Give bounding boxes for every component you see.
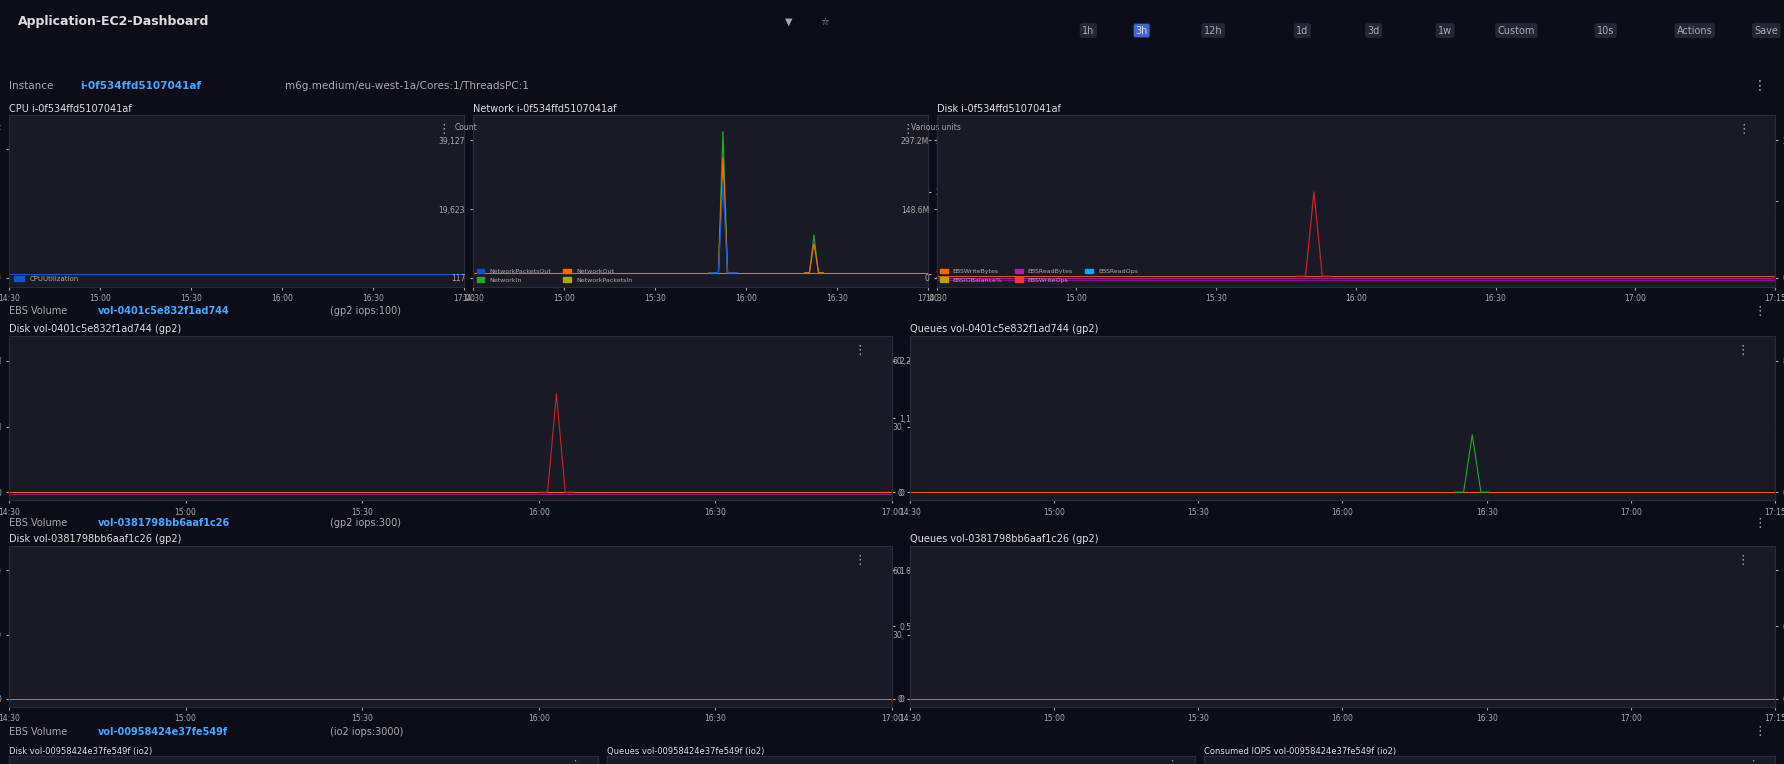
Text: ☆: ☆ [821,16,830,27]
Text: ⋮: ⋮ [1167,759,1177,764]
Text: EBS Volume: EBS Volume [9,518,68,529]
Text: ⋮: ⋮ [853,345,865,358]
Text: Disk vol-0401c5e832f1ad744 (gp2): Disk vol-0401c5e832f1ad744 (gp2) [9,324,182,334]
Text: vol-0401c5e832f1ad744: vol-0401c5e832f1ad744 [98,306,230,316]
Text: ⋮: ⋮ [1736,555,1748,568]
Legend: CPUUtilization: CPUUtilization [12,274,80,283]
Text: Queues vol-0381798bb6aaf1c26 (gp2): Queues vol-0381798bb6aaf1c26 (gp2) [910,534,1099,544]
Text: ⋮: ⋮ [901,123,913,136]
Text: 12h: 12h [1204,25,1222,36]
Text: CPU i-0f534ffd5107041af: CPU i-0f534ffd5107041af [9,104,132,114]
Text: ⋮: ⋮ [1738,123,1750,136]
Text: 10s: 10s [1597,25,1615,36]
Text: (io2 iops:3000): (io2 iops:3000) [330,727,403,736]
Text: ▼: ▼ [785,16,792,27]
Text: ⋮: ⋮ [853,555,865,568]
Text: m6g.medium/eu-west-1a/Cores:1/ThreadsPC:1: m6g.medium/eu-west-1a/Cores:1/ThreadsPC:… [285,81,530,91]
Text: Various units: Various units [912,123,962,132]
Text: Instance: Instance [9,81,54,91]
Text: ⋮: ⋮ [437,123,450,136]
Text: Disk vol-0381798bb6aaf1c26 (gp2): Disk vol-0381798bb6aaf1c26 (gp2) [9,534,182,544]
Text: ⋮: ⋮ [569,759,580,764]
Text: Disk i-0f534ffd5107041af: Disk i-0f534ffd5107041af [937,104,1060,114]
Legend: NetworkPacketsOut, NetworkIn, NetworkOut, NetworkPacketsIn: NetworkPacketsOut, NetworkIn, NetworkOut… [476,268,633,283]
Text: EBS Volume: EBS Volume [9,727,68,736]
Text: (gp2 iops:100): (gp2 iops:100) [330,306,401,316]
Text: 1d: 1d [1297,25,1308,36]
Text: i-0f534ffd5107041af: i-0f534ffd5107041af [80,81,202,91]
Text: 1w: 1w [1438,25,1452,36]
Text: ⋮: ⋮ [1754,305,1766,318]
Text: Network i-0f534ffd5107041af: Network i-0f534ffd5107041af [473,104,615,114]
Text: EBS Volume: EBS Volume [9,306,68,316]
Text: ⋮: ⋮ [1754,725,1766,738]
Text: Bytes: Bytes [983,123,1004,132]
Text: Actions: Actions [1677,25,1713,36]
Text: Count: Count [455,123,478,132]
Text: 3h: 3h [1136,25,1147,36]
Text: vol-00958424e37fe549f: vol-00958424e37fe549f [98,727,228,736]
Text: ⋮: ⋮ [1736,345,1748,358]
Text: ⋮: ⋮ [1754,516,1766,530]
Text: ⋮: ⋮ [1747,759,1757,764]
Text: 1h: 1h [1083,25,1094,36]
Text: Custom: Custom [1499,25,1534,36]
Text: Application-EC2-Dashboard: Application-EC2-Dashboard [18,15,209,28]
Text: (gp2 iops:300): (gp2 iops:300) [330,518,401,529]
Text: Queues vol-00958424e37fe549f (io2): Queues vol-00958424e37fe549f (io2) [607,746,764,756]
Text: 3d: 3d [1368,25,1379,36]
Text: Save: Save [1754,25,1779,36]
Text: vol-0381798bb6aaf1c26: vol-0381798bb6aaf1c26 [98,518,230,529]
Text: ⋮: ⋮ [1752,79,1766,93]
Text: Consumed IOPS vol-00958424e37fe549f (io2): Consumed IOPS vol-00958424e37fe549f (io2… [1204,746,1397,756]
Text: Queues vol-0401c5e832f1ad744 (gp2): Queues vol-0401c5e832f1ad744 (gp2) [910,324,1099,334]
Text: Disk vol-00958424e37fe549f (io2): Disk vol-00958424e37fe549f (io2) [9,746,152,756]
Legend: EBSWriteBytes, EBSIOBalance%, EBSReadBytes, EBSWriteOps, EBSReadOps: EBSWriteBytes, EBSIOBalance%, EBSReadByt… [940,268,1138,283]
